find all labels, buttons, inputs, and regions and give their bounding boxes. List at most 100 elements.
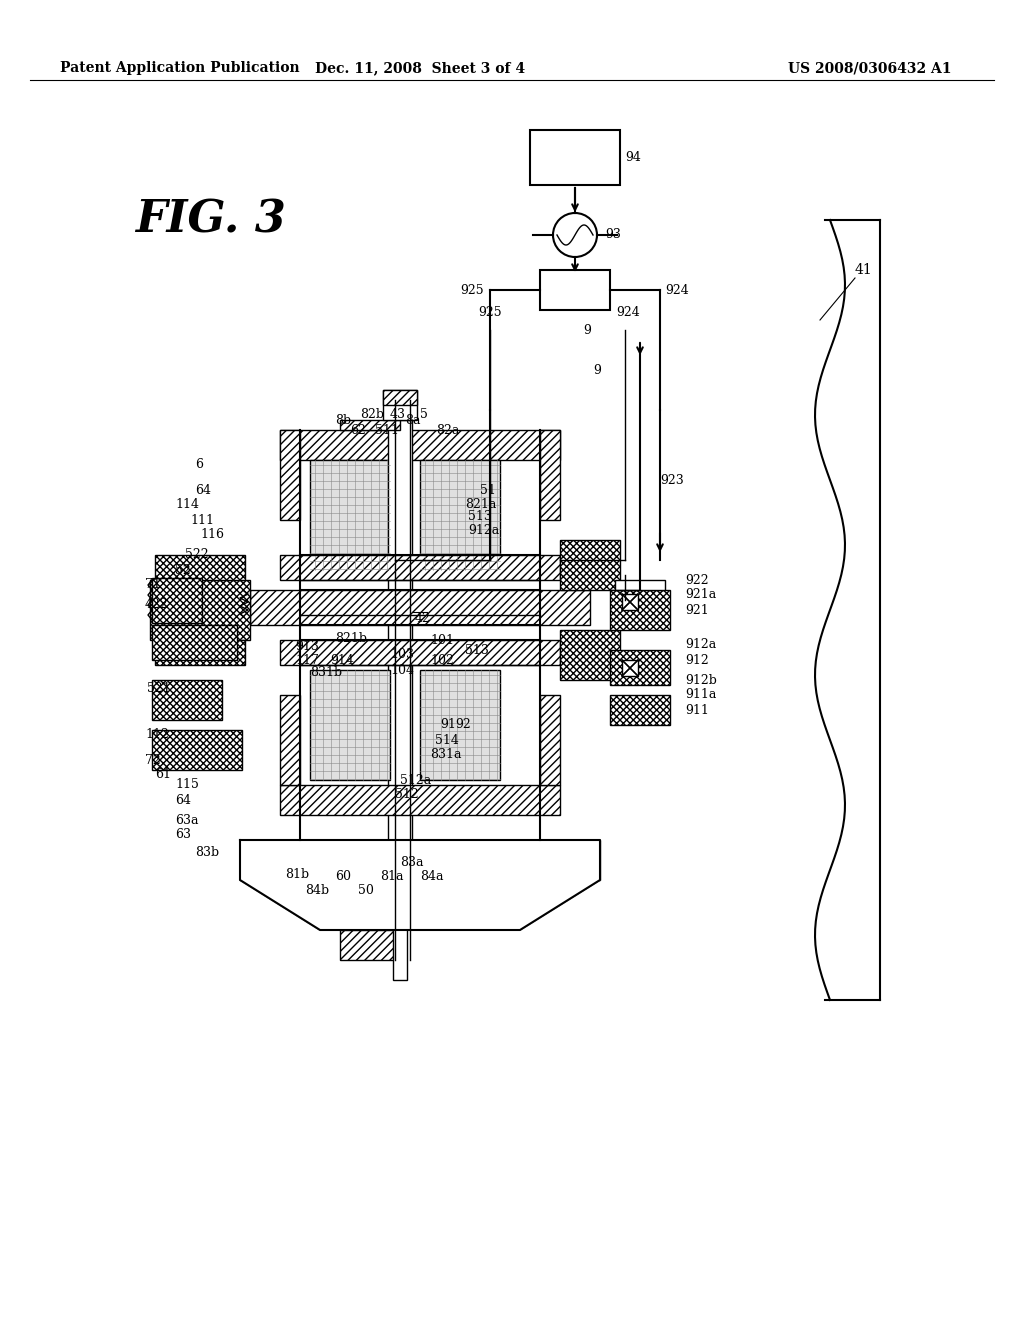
Bar [155, 640, 245, 665]
Bar [622, 660, 638, 676]
Text: 64: 64 [195, 483, 211, 496]
Text: 51: 51 [480, 483, 496, 496]
Bar [340, 420, 400, 430]
Text: 911a: 911a [685, 689, 717, 701]
Bar [280, 430, 300, 520]
Text: 9: 9 [593, 363, 601, 376]
Text: 71: 71 [145, 578, 161, 591]
Text: FIG. 3: FIG. 3 [134, 198, 286, 242]
Bar [610, 696, 670, 725]
Text: 63a: 63a [175, 813, 199, 826]
Text: 9: 9 [583, 323, 591, 337]
Bar [152, 680, 222, 719]
Text: 913: 913 [295, 640, 318, 653]
Text: 912a: 912a [468, 524, 500, 536]
Text: 422: 422 [145, 598, 169, 611]
Text: 111: 111 [190, 513, 214, 527]
Bar [310, 459, 390, 570]
Bar [530, 129, 620, 185]
Text: 922: 922 [685, 573, 709, 586]
Text: 81b: 81b [285, 869, 309, 882]
Text: 93: 93 [605, 228, 621, 242]
Text: 112: 112 [145, 729, 169, 742]
Text: 511: 511 [375, 424, 399, 437]
Text: 84a: 84a [420, 870, 443, 883]
Text: 914: 914 [330, 653, 354, 667]
Text: 102: 102 [430, 653, 454, 667]
Text: 83b: 83b [195, 846, 219, 859]
Text: 101: 101 [430, 634, 454, 647]
Bar [610, 590, 670, 630]
Text: 912a: 912a [685, 639, 716, 652]
Text: 8a: 8a [406, 413, 421, 426]
Text: 42: 42 [415, 611, 431, 624]
Bar [280, 430, 560, 459]
Bar [280, 785, 560, 814]
Bar [540, 696, 560, 785]
Text: 514: 514 [435, 734, 459, 747]
Text: 925: 925 [460, 284, 483, 297]
Text: 61: 61 [155, 768, 171, 781]
Bar [280, 696, 300, 785]
Text: 117: 117 [295, 653, 318, 667]
Text: 522: 522 [185, 549, 209, 561]
Bar [615, 579, 665, 590]
Bar [393, 920, 407, 979]
Bar [560, 630, 620, 680]
Text: 52: 52 [175, 564, 190, 577]
Text: Dec. 11, 2008  Sheet 3 of 4: Dec. 11, 2008 Sheet 3 of 4 [315, 61, 525, 75]
Bar [540, 430, 560, 520]
Text: 104: 104 [390, 664, 414, 676]
Bar [152, 578, 202, 623]
Bar [240, 840, 600, 880]
Text: 821b: 821b [335, 631, 367, 644]
Text: 925: 925 [478, 306, 502, 319]
Text: 50: 50 [358, 883, 374, 896]
Text: 84b: 84b [305, 883, 329, 896]
Bar [383, 389, 417, 420]
Text: 115: 115 [175, 779, 199, 792]
Text: 512a: 512a [400, 774, 431, 787]
Bar [340, 931, 400, 960]
Text: 831a: 831a [430, 748, 462, 762]
Text: 912b: 912b [685, 673, 717, 686]
Text: 114: 114 [175, 499, 199, 511]
Text: 83a: 83a [400, 857, 424, 870]
Text: 924: 924 [665, 284, 689, 297]
Text: 512: 512 [395, 788, 419, 801]
Bar [420, 671, 500, 780]
Bar [610, 649, 670, 685]
Text: 41: 41 [855, 263, 872, 277]
Text: 513: 513 [468, 511, 492, 524]
Bar [155, 554, 245, 579]
Text: 92: 92 [455, 718, 471, 731]
Text: 60: 60 [335, 870, 351, 883]
Text: 923: 923 [660, 474, 684, 487]
Text: 64: 64 [175, 793, 191, 807]
Bar [560, 540, 620, 590]
Text: Patent Application Publication: Patent Application Publication [60, 61, 300, 75]
Text: 8b: 8b [335, 413, 351, 426]
Text: 911: 911 [685, 704, 709, 717]
Text: 921a: 921a [685, 589, 716, 602]
Text: 821a: 821a [465, 499, 497, 511]
Text: 62: 62 [350, 424, 366, 437]
Text: 43: 43 [390, 408, 406, 421]
Text: 521: 521 [147, 681, 171, 694]
Text: 6: 6 [195, 458, 203, 471]
Text: 5: 5 [420, 408, 428, 421]
Bar [310, 671, 390, 780]
Bar [420, 459, 500, 570]
Text: 103: 103 [390, 648, 414, 661]
Polygon shape [240, 840, 600, 931]
Text: US 2008/0306432 A1: US 2008/0306432 A1 [788, 61, 951, 75]
Text: 63: 63 [175, 829, 191, 842]
Bar [152, 730, 242, 770]
Bar [383, 389, 417, 405]
Text: 921: 921 [685, 603, 709, 616]
Bar [280, 554, 560, 579]
Text: 912: 912 [685, 653, 709, 667]
Bar [152, 624, 237, 660]
Text: 116: 116 [200, 528, 224, 541]
Bar [280, 640, 560, 665]
